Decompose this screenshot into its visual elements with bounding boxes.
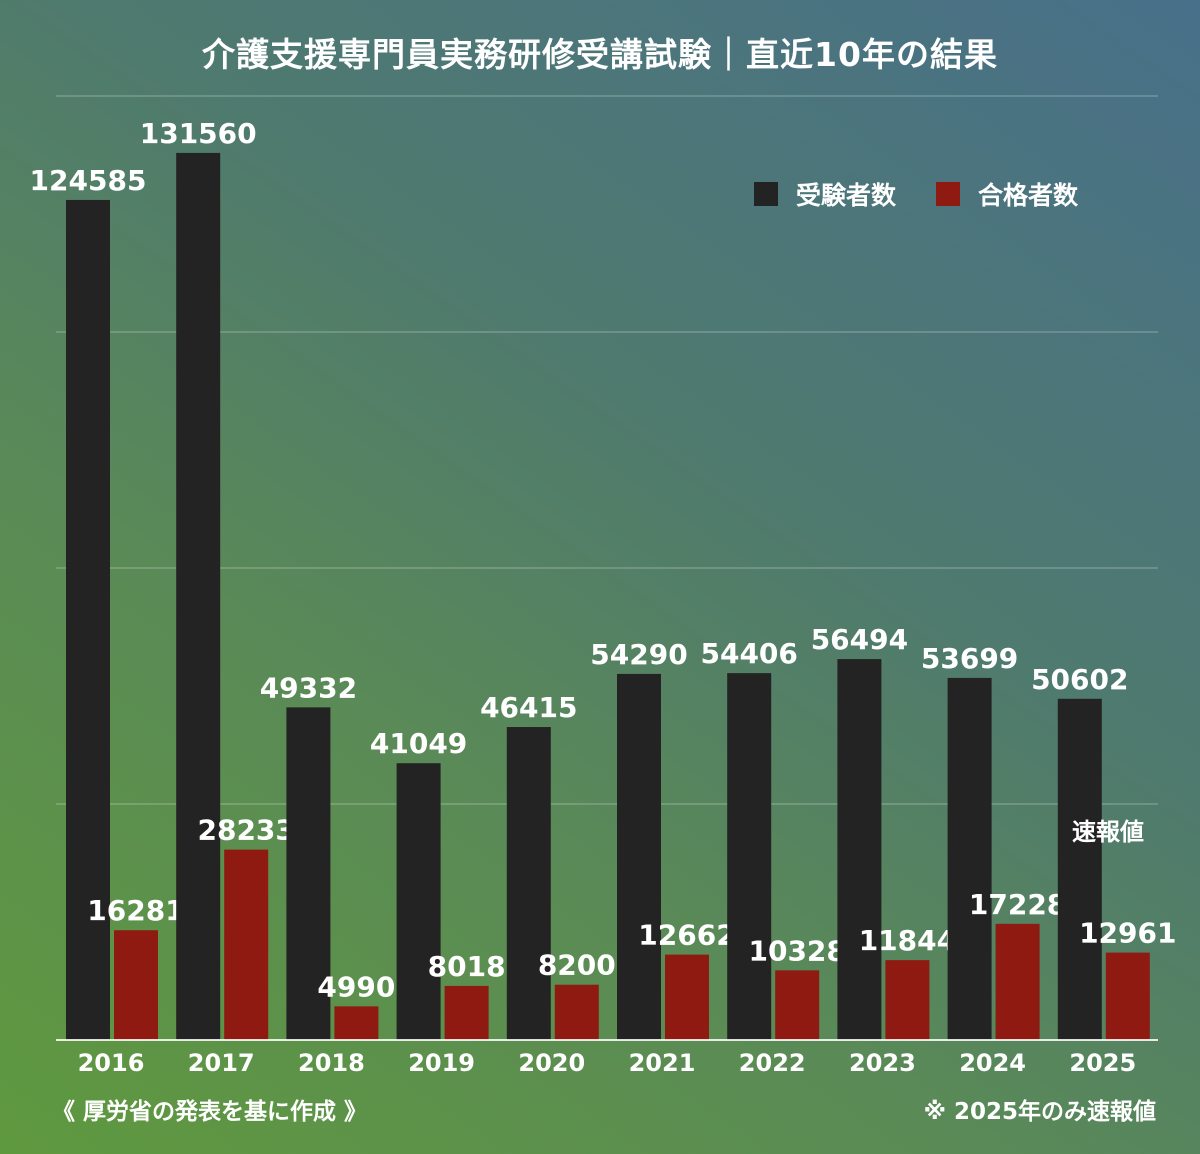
- data-label-passers: 10328: [748, 934, 845, 967]
- x-tick-label: 2018: [298, 1049, 365, 1077]
- legend-swatch-passers: [936, 182, 961, 206]
- x-tick-label: 2022: [739, 1049, 806, 1077]
- data-label-passers: 8200: [538, 949, 616, 982]
- data-label-passers: 12662: [638, 919, 735, 952]
- bar-examinees: [286, 707, 331, 1040]
- source-footnote: 《 厚労省の発表を基に作成 》: [52, 1099, 368, 1125]
- x-tick-label: 2016: [78, 1049, 145, 1077]
- bar-examinees: [176, 152, 221, 1040]
- x-tick-label: 2020: [518, 1049, 585, 1077]
- data-label-passers: 28233: [197, 814, 294, 847]
- legend-label-passers: 合格者数: [978, 181, 1079, 210]
- bar-passers: [224, 849, 269, 1040]
- data-label-examinees: 41049: [370, 727, 467, 760]
- data-label-examinees: 124585: [30, 164, 147, 197]
- bar-examinees: [947, 677, 992, 1040]
- bar-passers: [665, 954, 709, 1040]
- x-tick-label: 2021: [629, 1049, 696, 1077]
- chart-title: 介護支援専門員実務研修受講試験｜直近10年の結果: [202, 35, 998, 74]
- data-label-examinees: 50602: [1031, 663, 1128, 696]
- data-label-examinees: 49332: [260, 671, 357, 704]
- bar-passers: [554, 984, 599, 1040]
- bar-examinees: [1057, 698, 1102, 1040]
- data-label-examinees: 56494: [811, 623, 908, 656]
- bar-examinees: [727, 673, 772, 1040]
- x-tick-label: 2019: [408, 1049, 475, 1077]
- legend-label-examinees: 受験者数: [796, 181, 897, 210]
- bar-passers: [114, 930, 158, 1040]
- bar-examinees: [506, 727, 551, 1040]
- legend-item-passers: 合格者数: [936, 176, 1078, 212]
- preliminary-annotation: 速報値: [1072, 818, 1144, 846]
- data-label-passers: 16281: [87, 894, 184, 927]
- x-tick-label: 2024: [959, 1049, 1026, 1077]
- x-tick-label: 2023: [849, 1049, 916, 1077]
- bar-passers: [995, 923, 1040, 1040]
- bar-passers: [334, 1006, 379, 1040]
- bar-passers: [885, 960, 930, 1040]
- bar-examinees: [837, 659, 882, 1040]
- data-label-passers: 12961: [1079, 917, 1176, 950]
- data-label-passers: 11844: [859, 924, 956, 957]
- data-label-examinees: 46415: [480, 691, 577, 724]
- data-label-examinees: 54290: [590, 638, 687, 671]
- legend: 受験者数 合格者数: [754, 176, 1118, 212]
- bar-passers: [444, 985, 489, 1040]
- bar-examinees: [617, 673, 661, 1040]
- bar-passers: [775, 970, 820, 1040]
- data-label-examinees: 54406: [700, 637, 797, 670]
- data-label-passers: 17228: [969, 888, 1066, 921]
- data-label-passers: 4990: [317, 970, 395, 1003]
- bar-passers: [1105, 952, 1150, 1040]
- data-label-passers: 8018: [428, 950, 506, 983]
- preliminary-footnote: ※ 2025年のみ速報値: [923, 1099, 1156, 1125]
- data-label-examinees: 53699: [921, 642, 1018, 675]
- bar-examinees: [66, 199, 110, 1040]
- x-tick-label: 2017: [188, 1049, 255, 1077]
- data-label-examinees: 131560: [140, 117, 257, 150]
- legend-item-examinees: 受験者数: [754, 176, 896, 212]
- bar-examinees: [396, 763, 441, 1040]
- x-tick-label: 2025: [1069, 1049, 1136, 1077]
- legend-swatch-examinees: [754, 182, 778, 206]
